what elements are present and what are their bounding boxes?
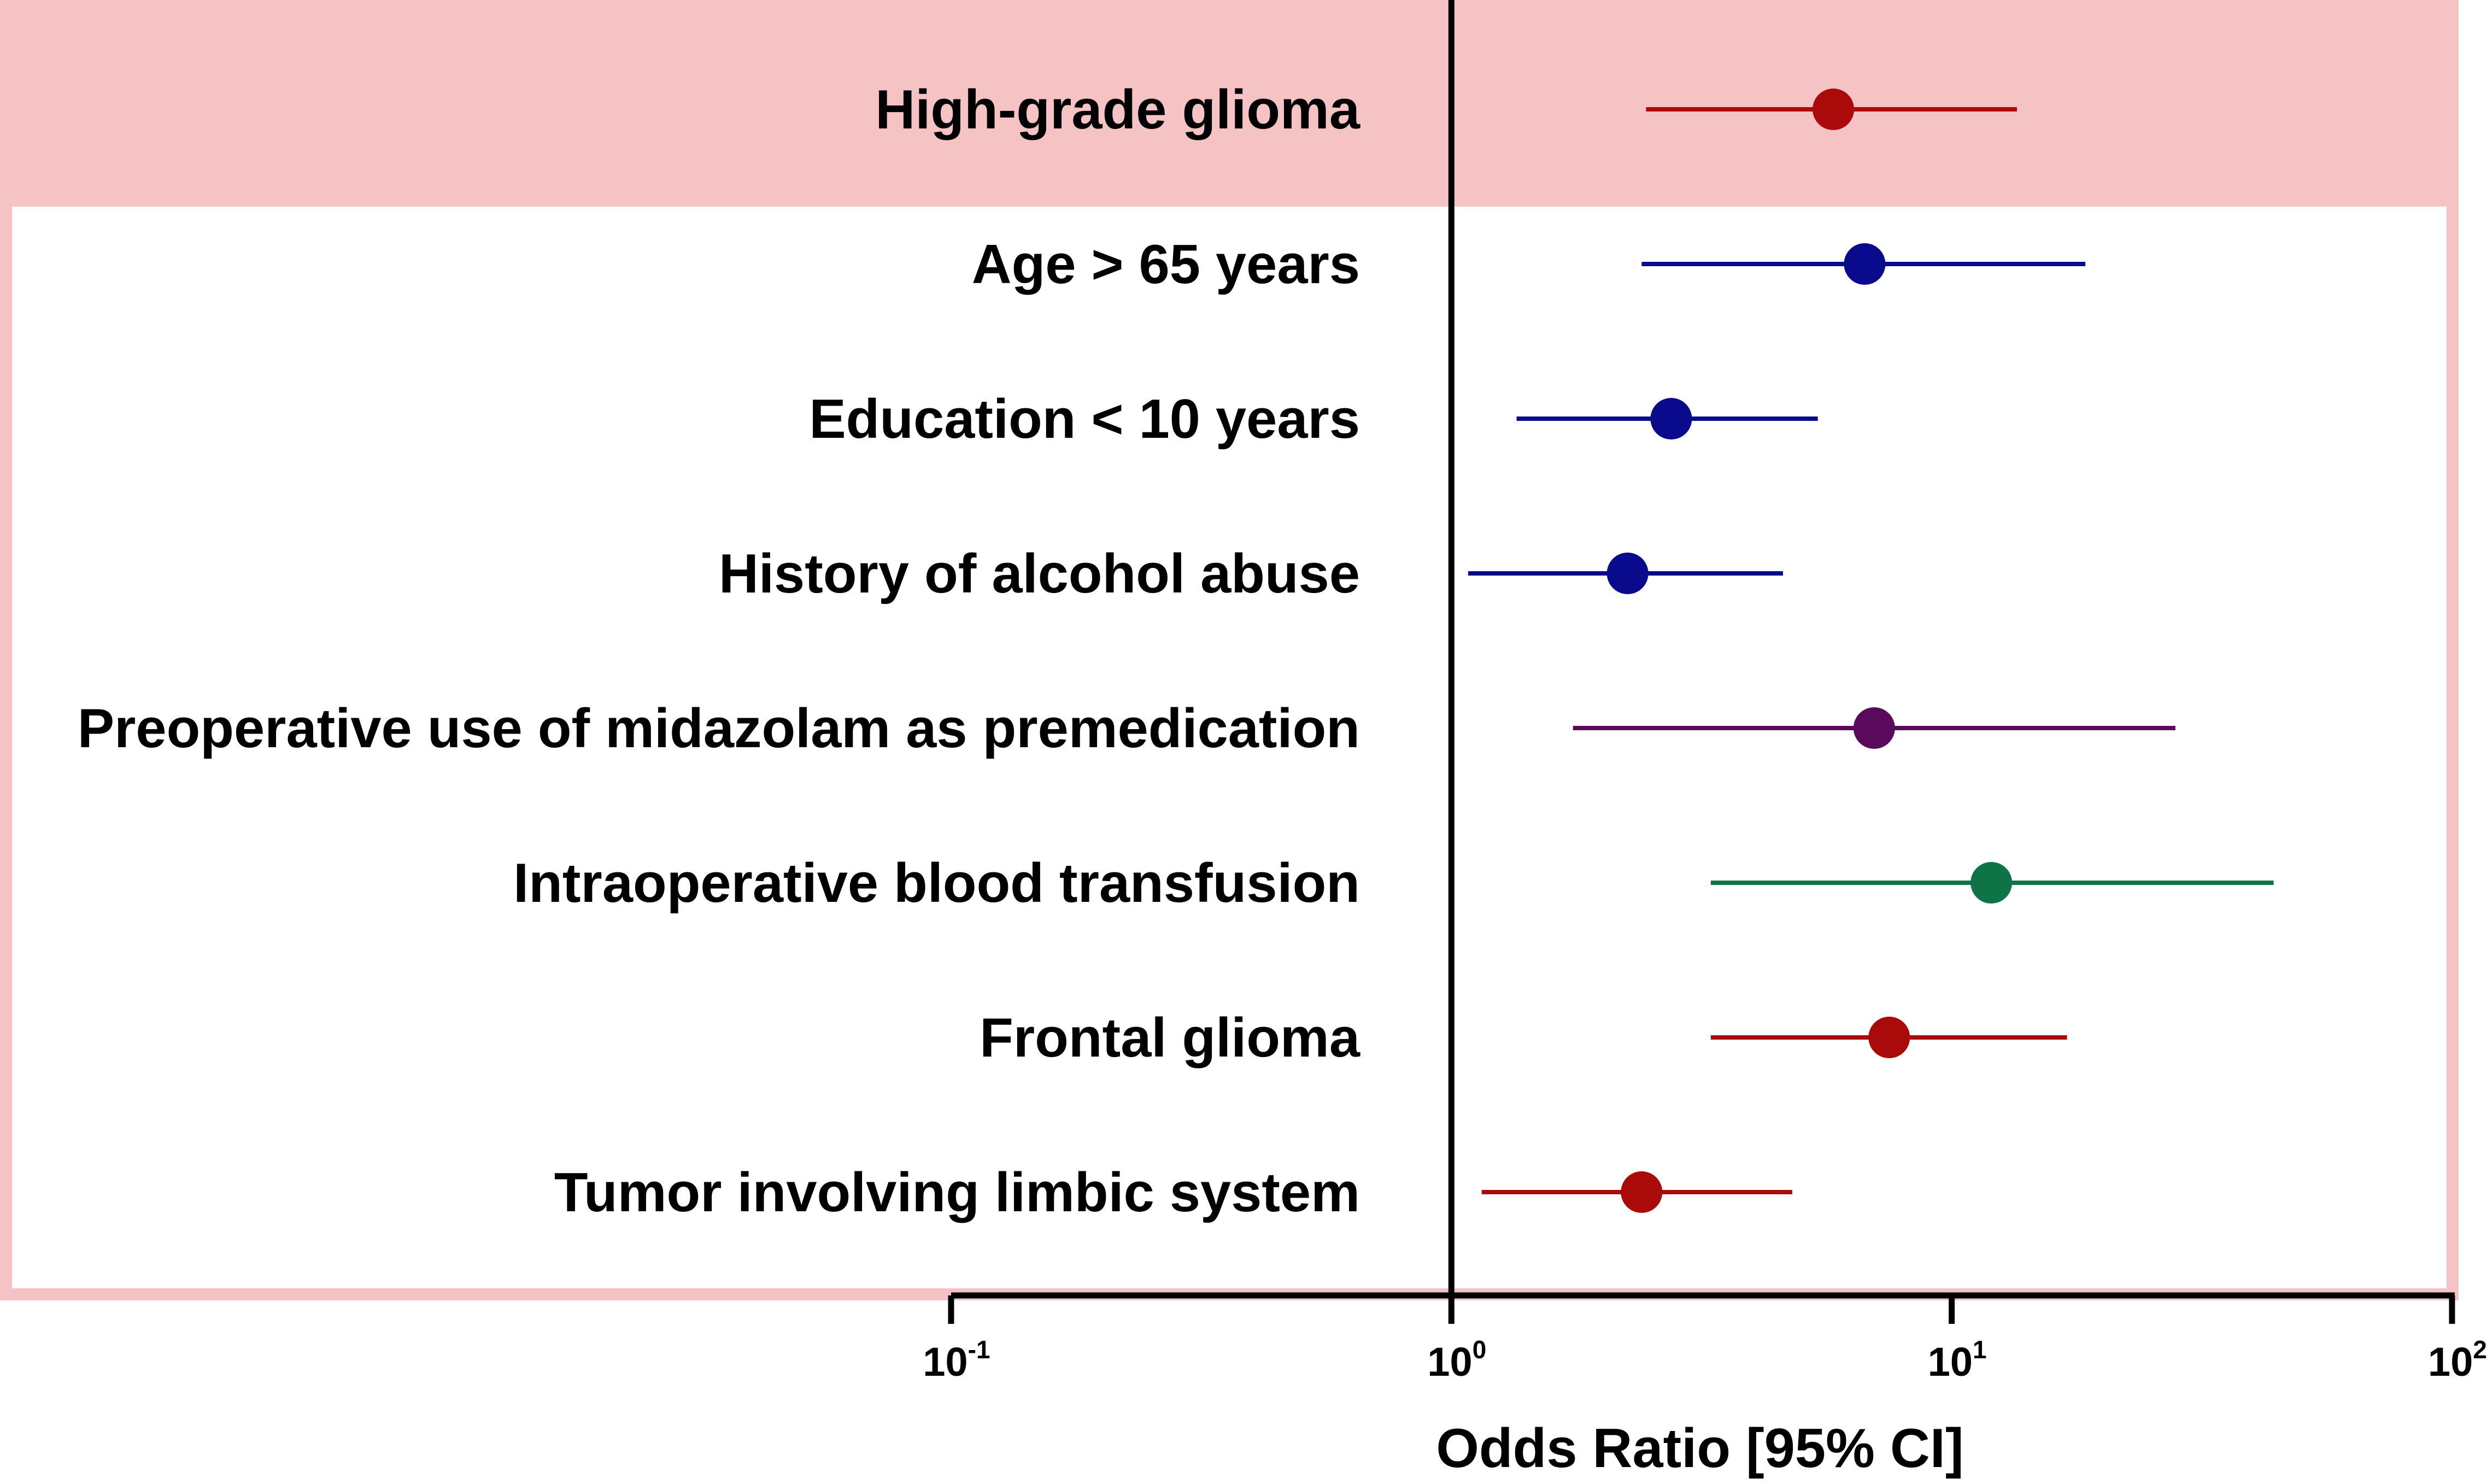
odds-ratio-point: [1970, 862, 2013, 904]
row-label: Intraoperative blood transfusion: [513, 853, 1360, 914]
forest-row: Age > 65 years: [972, 234, 2086, 295]
odds-ratio-point: [1844, 243, 1886, 285]
row-label: Age > 65 years: [972, 234, 1360, 295]
highlight-row-band: [0, 0, 2459, 207]
odds-ratio-point: [1650, 398, 1692, 439]
row-label: High-grade glioma: [875, 79, 1360, 140]
forest-row: Intraoperative blood transfusion: [513, 853, 2274, 914]
forest-row: Education < 10 years: [809, 389, 1818, 450]
odds-ratio-point: [1813, 89, 1855, 130]
x-axis-ticks: 10-1 100 101 102: [923, 1295, 2487, 1385]
x-tick-label: 101: [1928, 1335, 1987, 1385]
forest-row: Preoperative use of midazolam as premedi…: [78, 698, 2175, 759]
x-tick-label: 10-1: [923, 1335, 990, 1385]
forest-row: High-grade glioma: [875, 79, 2017, 140]
odds-ratio-point: [1606, 553, 1649, 594]
x-axis-title: Odds Ratio [95% CI]: [1436, 1418, 1963, 1479]
forest-row: Frontal glioma: [979, 1007, 2067, 1069]
row-label: Tumor involving limbic system: [554, 1162, 1360, 1223]
forest-row: History of alcohol abuse: [719, 543, 1783, 605]
rows-group: High-grade glioma Age > 65 years Education…: [78, 79, 2274, 1223]
row-label: Frontal glioma: [979, 1007, 1360, 1069]
row-label: Preoperative use of midazolam as premedi…: [78, 698, 1360, 759]
odds-ratio-point: [1621, 1171, 1663, 1213]
row-label: Education < 10 years: [809, 389, 1360, 450]
x-tick-label: 100: [1427, 1335, 1486, 1385]
row-label: History of alcohol abuse: [719, 543, 1360, 605]
x-tick-label: 102: [2428, 1335, 2487, 1385]
odds-ratio-point: [1868, 1017, 1910, 1058]
odds-ratio-point: [1853, 707, 1895, 749]
forest-row: Tumor involving limbic system: [554, 1162, 1792, 1223]
